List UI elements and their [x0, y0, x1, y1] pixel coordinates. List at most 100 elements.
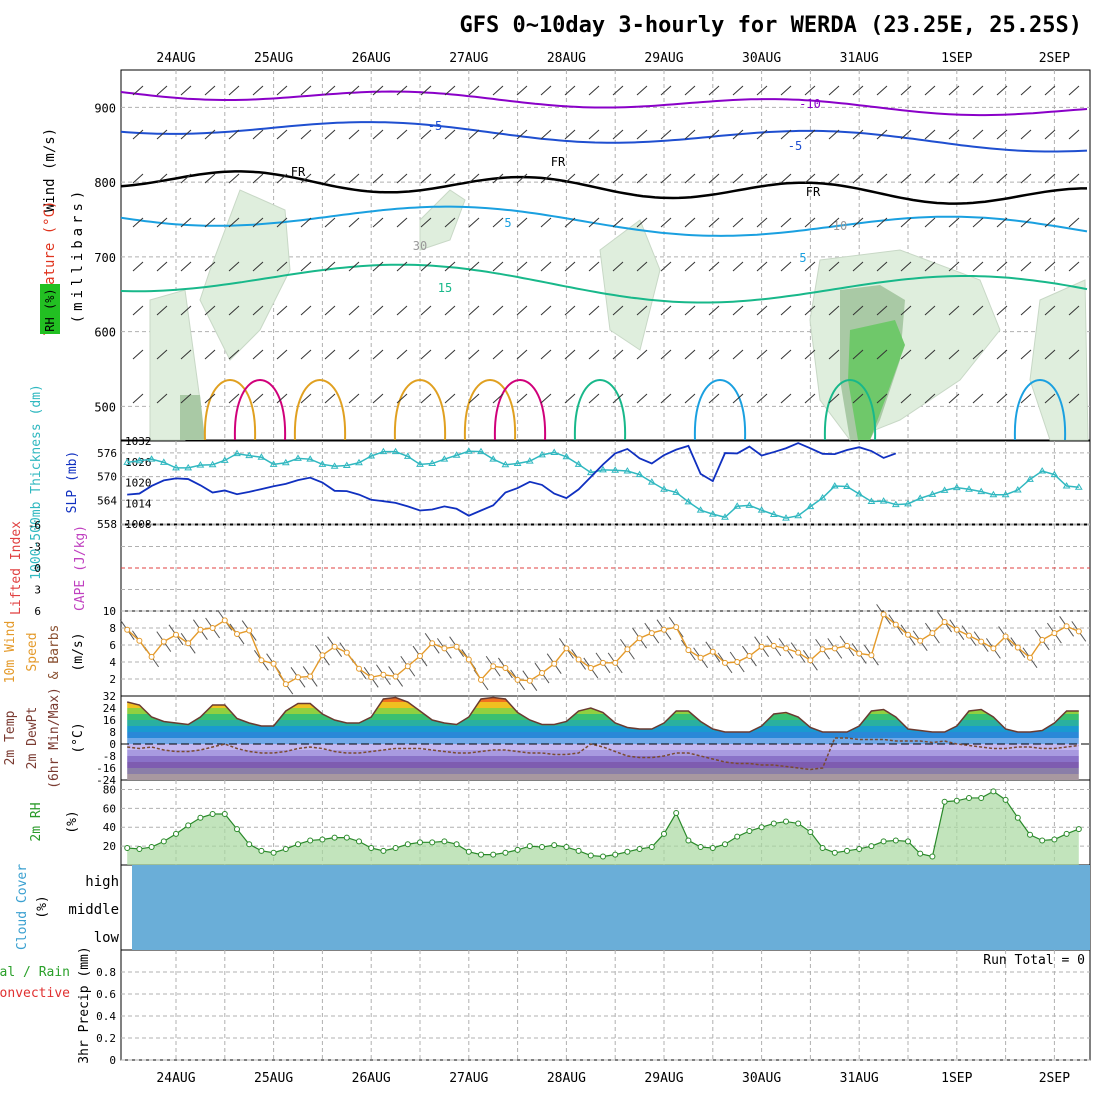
thickness-point	[330, 462, 339, 469]
rh-point	[1075, 826, 1082, 833]
temp-contour-loop	[233, 379, 287, 441]
wind10-point	[136, 637, 143, 644]
thickness-point	[159, 458, 168, 465]
wind-barb	[156, 393, 168, 404]
wind-barb	[444, 261, 456, 272]
rh-point	[197, 814, 204, 821]
rh-point	[221, 811, 228, 817]
rh-point	[185, 822, 192, 829]
wind-barb	[300, 393, 312, 404]
wind-barb	[636, 393, 648, 404]
rh-shading	[599, 219, 661, 351]
wind-barb	[636, 261, 648, 272]
wind-barb	[396, 173, 408, 184]
wind-barb	[468, 305, 480, 316]
wind-barb	[804, 173, 816, 184]
rh-point	[1014, 814, 1021, 821]
thickness-point	[440, 455, 449, 462]
temp-tick: 0	[109, 738, 116, 751]
wind-barb	[588, 393, 600, 404]
thickness-point	[928, 490, 937, 497]
wind-barb	[852, 349, 864, 360]
rh-point	[356, 838, 362, 845]
wind-barb	[660, 217, 672, 228]
rh-tick: 40	[103, 821, 116, 834]
temp-tick: 8	[109, 726, 116, 739]
precip-tick: 0.2	[96, 1032, 116, 1045]
wind-barb	[708, 85, 720, 96]
wind-barb	[1020, 217, 1032, 228]
wind10-point	[758, 643, 765, 650]
temp-contour-loop	[203, 379, 257, 441]
wind-barb	[180, 217, 192, 228]
wind-barb	[180, 173, 192, 184]
wind-barb	[588, 261, 600, 272]
wind-barb	[828, 217, 840, 228]
wind-tick: 10	[103, 605, 116, 618]
rh-point	[600, 853, 606, 860]
thickness-point	[550, 448, 559, 455]
wind-barb	[660, 85, 672, 96]
wind-barb	[684, 85, 696, 96]
thickness-point	[281, 458, 290, 466]
wind-barb	[1044, 85, 1056, 96]
wind10-point	[978, 638, 985, 645]
thickness-point	[782, 514, 790, 521]
thickness-point	[452, 451, 461, 458]
wind-barb	[204, 129, 216, 140]
wind-barb	[228, 173, 240, 184]
temp-band	[127, 720, 1079, 726]
wind-barb	[516, 305, 528, 316]
wind10-point	[404, 663, 411, 670]
wind-barb	[828, 349, 840, 360]
temp-band	[127, 774, 1079, 780]
cloud-tick: high	[85, 874, 119, 890]
wind-barb	[156, 305, 168, 316]
wind-barb	[876, 85, 888, 96]
rh-legend-swatch	[40, 284, 60, 334]
temp-contour-loop	[573, 379, 627, 441]
temp-tick: -8	[103, 750, 116, 763]
rh-point	[331, 834, 338, 841]
rh-point	[734, 833, 741, 840]
contour-label: 30	[413, 239, 427, 253]
thickness-point	[342, 461, 351, 469]
wind-barb	[612, 305, 624, 316]
wind-barb	[612, 129, 624, 140]
precip-tick: 0.6	[96, 988, 116, 1001]
wind-barb	[780, 129, 792, 140]
rh-point	[953, 797, 960, 804]
rh-point	[831, 849, 838, 856]
rh-point	[844, 847, 850, 854]
slp-line	[127, 442, 897, 517]
wind-barb	[156, 129, 168, 140]
wind-barb	[252, 261, 264, 272]
wind-barb	[132, 129, 144, 140]
contour-label: 10	[833, 219, 847, 233]
wind-barb	[492, 173, 504, 184]
wind-barb	[732, 217, 744, 228]
wind-barb	[1044, 217, 1056, 228]
wind-barb	[852, 261, 864, 272]
rh-shading-dark	[180, 395, 205, 440]
thickness-point	[391, 447, 400, 455]
precip-tick: 0.4	[96, 1010, 116, 1023]
contour-label: FR	[806, 185, 821, 199]
wind-barb	[132, 173, 144, 184]
rh-point	[1039, 837, 1046, 844]
rh-point	[880, 838, 887, 845]
temp-band	[127, 738, 1079, 744]
wind10-point	[270, 660, 277, 667]
rh-point	[892, 837, 899, 844]
wind-barb	[300, 129, 312, 140]
date-label-top: 26AUG	[352, 51, 391, 66]
rh-point	[270, 849, 277, 856]
cape-label: CAPE (J/kg)	[73, 525, 88, 611]
precip-tick: 0	[109, 1054, 116, 1067]
wind-barb	[228, 393, 240, 404]
date-label-bottom: 26AUG	[352, 1071, 391, 1086]
date-label-top: 28AUG	[547, 51, 586, 66]
wind-barb	[444, 129, 456, 140]
wind10-point	[1075, 628, 1082, 635]
